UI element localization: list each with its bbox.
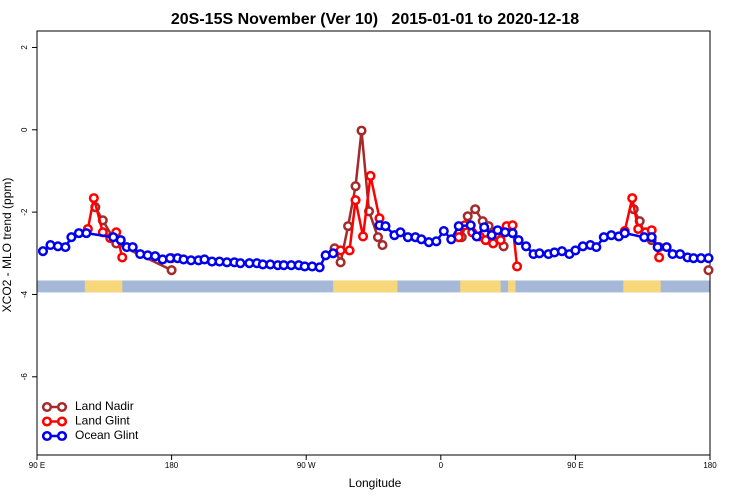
legend-label: Ocean Glint (75, 428, 139, 442)
x-axis-label: Longitude (349, 476, 402, 490)
point (377, 240, 388, 251)
legend-marker (56, 401, 68, 413)
plot-frame (36, 30, 711, 456)
point (314, 262, 325, 273)
point (235, 258, 246, 269)
point (344, 245, 355, 256)
y-tick-label: -2 (20, 208, 29, 216)
point (652, 242, 663, 253)
point (395, 227, 406, 238)
point (127, 242, 138, 253)
point (357, 231, 369, 242)
land-band (460, 280, 501, 293)
point (446, 234, 457, 245)
point (646, 232, 657, 243)
point (486, 230, 497, 241)
legend-marker (56, 416, 68, 427)
point (350, 181, 361, 192)
point (438, 226, 449, 237)
legend-marker (41, 401, 53, 413)
point (60, 242, 71, 253)
chart-title: 20S-15S November (Ver 10) 2015-01-01 to … (171, 11, 579, 28)
y-tick-label: -4 (20, 290, 29, 298)
point (328, 248, 339, 259)
point (591, 242, 602, 253)
point (462, 211, 473, 222)
point (471, 231, 482, 242)
point (654, 252, 665, 263)
point (627, 193, 638, 204)
point (507, 220, 518, 231)
point (431, 236, 442, 247)
x-tick-label: 180 (703, 461, 717, 470)
y-tick-label: 2 (20, 45, 29, 50)
point (570, 245, 581, 256)
point (88, 193, 99, 204)
point (453, 221, 464, 232)
land-band (623, 280, 661, 293)
point (479, 222, 490, 233)
point (513, 235, 524, 246)
land-band (508, 280, 516, 293)
y-tick-label: -6 (20, 373, 29, 381)
point (335, 257, 346, 268)
legend-label: Land Glint (75, 414, 130, 428)
point (507, 228, 518, 239)
x-tick-label: 180 (165, 461, 179, 470)
point (365, 170, 376, 181)
point (520, 241, 532, 252)
legend-label: Land Nadir (75, 399, 134, 413)
point (703, 253, 714, 264)
point (37, 246, 49, 257)
point (115, 235, 126, 246)
legend-marker (41, 416, 53, 427)
legend-marker (41, 430, 53, 442)
point (703, 265, 714, 276)
point (372, 232, 384, 243)
x-tick-label: 0 (439, 461, 444, 470)
x-tick-label: 90 E (567, 461, 583, 470)
land-band (84, 280, 123, 293)
point (512, 261, 523, 272)
point (117, 252, 128, 263)
series-line (95, 131, 708, 271)
land-band (333, 280, 398, 293)
legend-marker (56, 430, 68, 442)
point (66, 232, 77, 243)
x-tick-label: 90 W (297, 461, 316, 470)
point (495, 235, 506, 246)
point (81, 228, 92, 239)
point (343, 221, 354, 232)
point (619, 228, 630, 239)
point (470, 204, 481, 215)
point (465, 220, 476, 231)
x-tick-label: 90 E (29, 461, 45, 470)
y-tick-label: 0 (20, 127, 29, 132)
point (534, 248, 545, 259)
y-axis-label: XCO2 - MLO trend (ppm) (0, 178, 14, 313)
point (166, 265, 177, 276)
point (350, 195, 361, 206)
point (380, 221, 391, 232)
point (661, 242, 672, 253)
point (356, 125, 367, 136)
